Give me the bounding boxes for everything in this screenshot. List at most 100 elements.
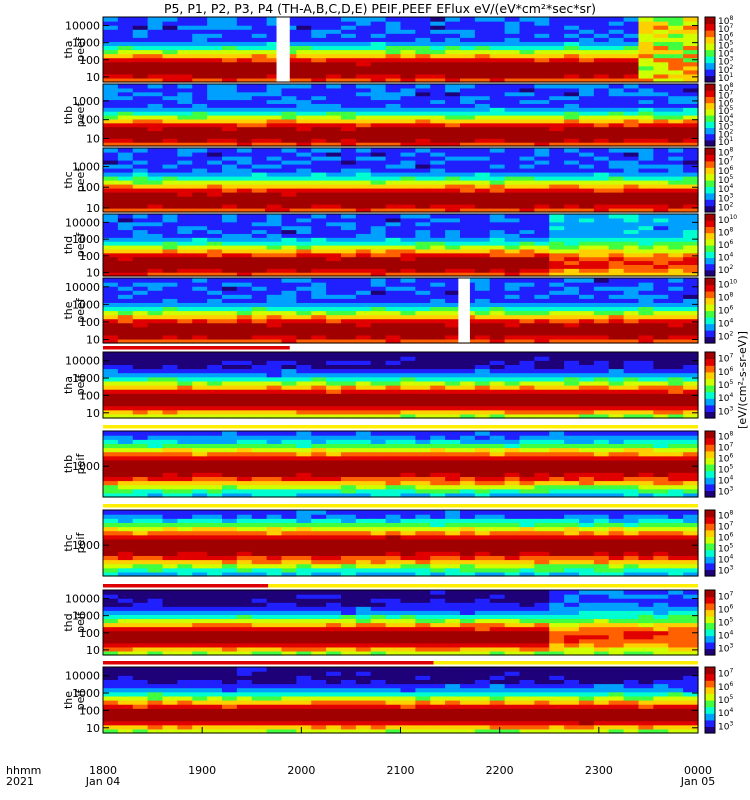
heatmap-cell [207, 33, 223, 38]
heatmap-cell [579, 256, 595, 262]
heatmap-cell [162, 152, 178, 157]
heatmap-cell [623, 282, 640, 287]
heatmap-cell [281, 468, 297, 473]
heatmap-cell [192, 338, 208, 344]
heatmap-cell [534, 130, 550, 135]
heatmap-cell [207, 468, 223, 473]
heatmap-cell [593, 188, 610, 193]
heatmap-cell [534, 385, 550, 390]
heatmap-cell [430, 431, 446, 436]
heatmap-cell [236, 65, 253, 71]
heatmap-cell [311, 459, 327, 465]
heatmap-cell [132, 468, 149, 473]
heatmap-cell [579, 126, 595, 132]
heatmap-cell [370, 61, 387, 67]
heatmap-cell [192, 488, 208, 494]
heatmap-cell [222, 272, 238, 277]
heatmap-cell [326, 69, 342, 75]
heatmap-cell [147, 352, 164, 357]
heatmap-cell [236, 514, 253, 519]
heatmap-cell [117, 330, 134, 336]
heatmap-cell [638, 472, 654, 477]
heatmap-cell [415, 107, 431, 112]
heatmap-cell [385, 272, 402, 277]
heatmap-cell [668, 118, 684, 124]
heatmap-cell [326, 241, 342, 246]
heatmap-cell [564, 360, 580, 365]
heatmap-cell [296, 368, 312, 374]
heatmap-cell [355, 310, 372, 316]
heatmap-cell [222, 53, 238, 59]
heatmap-cell [117, 286, 134, 291]
heatmap-cell [534, 111, 550, 116]
heatmap-cell [147, 204, 164, 209]
heatmap-cell [519, 459, 535, 465]
heatmap-cell [177, 41, 193, 47]
heatmap-cell [623, 468, 640, 473]
heatmap-cell [236, 142, 253, 147]
heatmap-cell [564, 45, 580, 51]
heatmap-cell [460, 451, 476, 457]
heatmap-cell [668, 33, 684, 38]
heatmap-cell [400, 204, 416, 209]
heatmap-cell [222, 214, 238, 219]
heatmap-cell [564, 172, 580, 177]
heatmap-cell [207, 252, 223, 258]
heatmap-cell [162, 472, 178, 477]
heatmap-cell [638, 57, 654, 63]
heatmap-cell [162, 459, 178, 465]
heatmap-cell [534, 33, 550, 38]
heatmap-cell [400, 69, 416, 75]
heatmap-cell [311, 413, 327, 419]
heatmap-cell [549, 160, 565, 165]
heatmap-cell [460, 57, 476, 63]
heatmap-cell [162, 376, 178, 382]
heatmap-cell [103, 526, 119, 532]
heatmap-cell [207, 302, 223, 308]
heatmap-cell [638, 152, 654, 157]
heatmap-cell [415, 77, 431, 83]
heatmap-cell [192, 184, 208, 189]
heatmap-cell [192, 130, 208, 135]
heatmap-cell [281, 229, 297, 234]
heatmap-cell [103, 455, 119, 461]
heatmap-cell [385, 176, 402, 181]
heatmap-cell [653, 356, 669, 361]
heatmap-cell [579, 318, 595, 324]
heatmap-cell [222, 61, 238, 67]
heatmap-cell [460, 142, 476, 147]
heatmap-cell [683, 364, 699, 370]
heatmap-cell [683, 221, 699, 227]
heatmap-cell [504, 352, 521, 357]
heatmap-cell [489, 310, 506, 316]
heatmap-cell [489, 91, 506, 97]
heatmap-cell [460, 200, 476, 205]
heatmap-cell [177, 233, 193, 238]
heatmap-cell [207, 356, 223, 361]
heatmap-cell [549, 405, 565, 411]
heatmap-cell [474, 152, 491, 157]
heatmap-cell [638, 41, 654, 47]
heatmap-cell [132, 217, 149, 223]
colorbar-segment [705, 300, 715, 305]
heatmap-cell [415, 111, 431, 116]
heatmap-cell [534, 61, 550, 67]
heatmap-cell [236, 208, 253, 213]
heatmap-cell [355, 73, 372, 79]
heatmap-cell [385, 126, 402, 132]
heatmap-cell [147, 547, 164, 552]
heatmap-cell [341, 245, 357, 250]
heatmap-cell [236, 364, 253, 370]
heatmap-cell [474, 41, 491, 47]
heatmap-cell [385, 99, 402, 104]
heatmap-cell [326, 468, 342, 473]
heatmap-cell [311, 338, 327, 344]
panel-label-probe: thb [62, 455, 75, 473]
heatmap-cell [177, 352, 193, 357]
heatmap-cell [236, 435, 253, 440]
heatmap-cell [653, 352, 669, 357]
heatmap-cell [579, 360, 595, 365]
heatmap-cell [296, 69, 312, 75]
heatmap-cell [162, 372, 178, 378]
heatmap-cell [623, 352, 640, 357]
